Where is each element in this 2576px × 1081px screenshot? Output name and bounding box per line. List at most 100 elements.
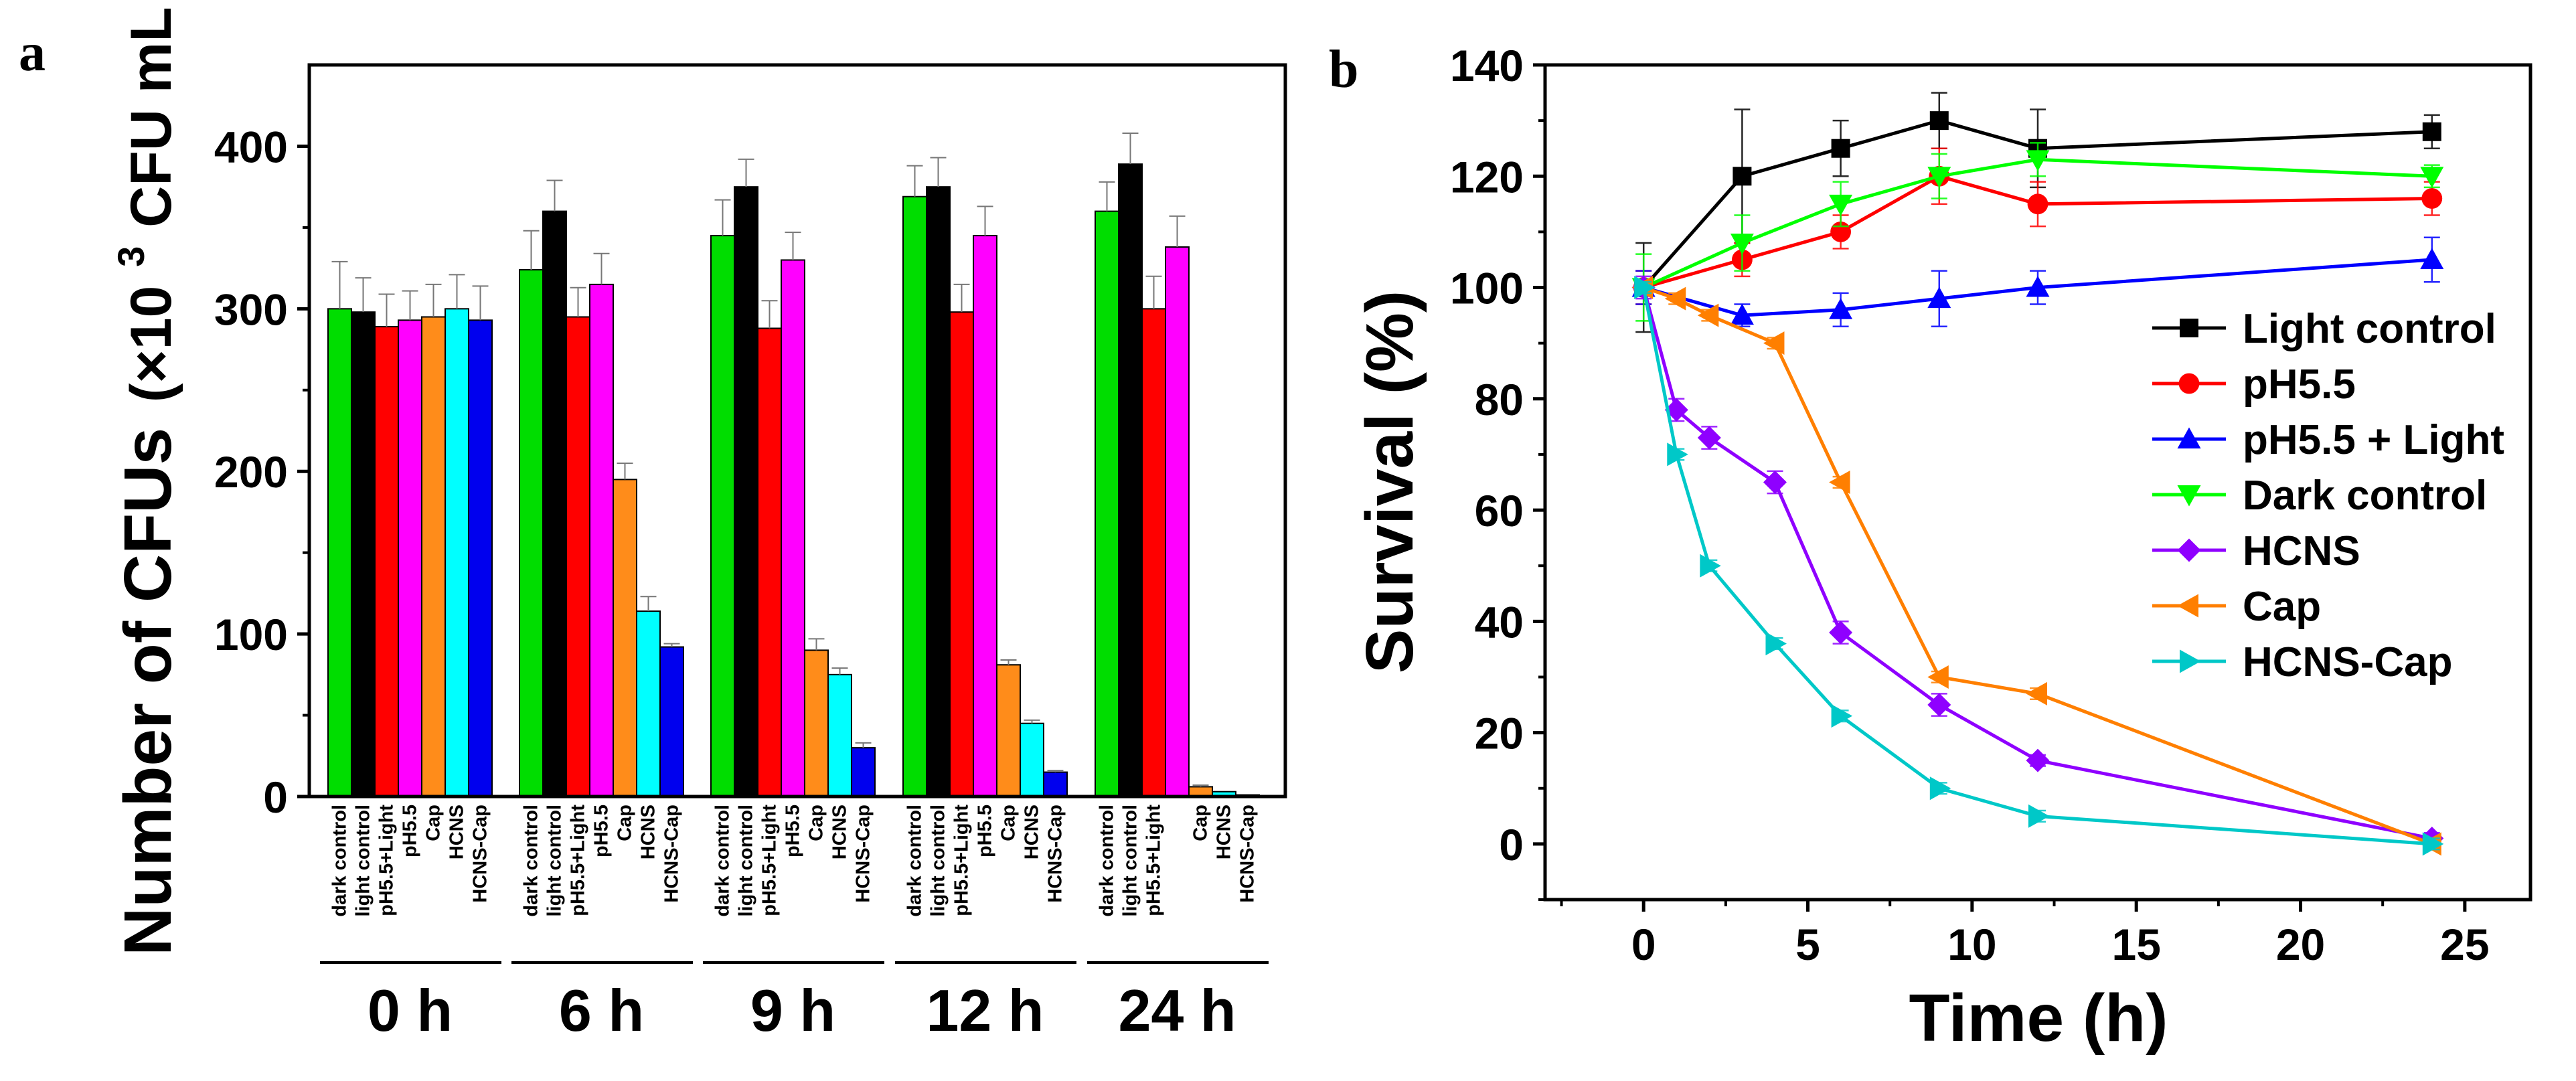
bar-2-1 xyxy=(734,186,758,797)
series-line xyxy=(1643,174,2432,289)
data-point xyxy=(2420,248,2444,269)
legend-item: pH5.5 xyxy=(2152,361,2356,408)
error-bar-1-4 xyxy=(617,463,633,480)
tick-label-0-4: Cap xyxy=(423,805,445,841)
data-point xyxy=(1634,276,1656,300)
bar-3-6 xyxy=(1043,771,1068,797)
data-point xyxy=(2027,193,2048,215)
legend-label: Dark control xyxy=(2243,473,2487,519)
bar-4-0 xyxy=(1095,210,1119,798)
tick-label-2-2: pH5.5+Light xyxy=(759,805,781,916)
error-bar-2-0 xyxy=(714,199,731,236)
y-tick-label-140: 140 xyxy=(1450,41,1524,90)
y-axis-title-main: Number of CFUs xyxy=(110,428,185,956)
legend-label: pH5.5 xyxy=(2243,361,2356,408)
bar-1-5 xyxy=(636,610,661,798)
legend-item: HCNS xyxy=(2152,528,2360,574)
error-bar-3-6 xyxy=(1047,770,1064,772)
bar-3-5 xyxy=(1020,722,1044,797)
error-bar-1-0 xyxy=(523,230,540,270)
bar-2-0 xyxy=(710,235,735,797)
data-point xyxy=(1829,620,1853,645)
legend-label: pH5.5 + Light xyxy=(2243,417,2504,463)
error-bar-4-3 xyxy=(1169,215,1186,248)
x-tick-labels: dark control light control pH5.5+Light pH5.… xyxy=(329,805,1259,917)
legend-marker xyxy=(2177,485,2201,507)
bar-4-3 xyxy=(1165,246,1190,797)
series-line xyxy=(1641,287,2432,846)
y-axis-title-b: Survival (%) xyxy=(1352,290,1427,673)
data-point xyxy=(1733,167,1752,186)
data-point xyxy=(1765,632,1787,656)
bar-3-1 xyxy=(926,186,951,797)
panel-a-label: a xyxy=(19,23,46,82)
bar-0-2 xyxy=(374,326,399,798)
error-bar-4-1 xyxy=(1122,133,1139,165)
bar-0-4 xyxy=(421,316,446,797)
data-point xyxy=(1831,139,1850,158)
data-point xyxy=(1730,303,1754,325)
data-point xyxy=(1927,665,1949,689)
y-tick-label-120: 120 xyxy=(1450,152,1524,201)
bar-2-3 xyxy=(781,259,805,797)
data-point xyxy=(2028,804,2050,828)
group-label-2: 9 h xyxy=(750,977,835,1044)
series-group xyxy=(1631,92,2444,856)
y-tick-label-80: 80 xyxy=(1475,375,1524,424)
y-axis-ticks: 0 100 200 300 400 xyxy=(214,122,309,822)
bar-2-5 xyxy=(827,673,852,797)
error-bar-1-3 xyxy=(593,252,610,284)
data-point xyxy=(1929,111,1949,131)
error-bar-0-4 xyxy=(425,283,442,317)
x-tick-label-15: 15 xyxy=(2111,920,2160,969)
bar-3-3 xyxy=(973,235,997,797)
error-bar-3-3 xyxy=(977,205,993,236)
group-label-3: 12 h xyxy=(926,977,1044,1044)
tick-label-2-0: dark control xyxy=(712,805,734,917)
legend-item: Dark control xyxy=(2152,473,2487,519)
bar-2-4 xyxy=(804,649,829,798)
error-bar-2-4 xyxy=(808,638,825,651)
error-bar-3-4 xyxy=(1000,659,1017,665)
data-point xyxy=(1667,442,1688,467)
bar-1-6 xyxy=(659,646,684,798)
data-point xyxy=(1700,554,1721,578)
bar-4-1 xyxy=(1118,163,1143,797)
error-bar-3-2 xyxy=(953,283,970,313)
error-bar-2-1 xyxy=(738,158,754,187)
error-bar-1-2 xyxy=(570,286,586,317)
bar-0-0 xyxy=(327,308,352,798)
tick-label-4-3: Cap xyxy=(1190,805,1212,841)
y-tick-label-60: 60 xyxy=(1475,486,1524,535)
data-point xyxy=(1927,167,1951,188)
data-point xyxy=(1664,286,1686,311)
data-point xyxy=(1763,331,1785,355)
x-axis-title-b: Time (h) xyxy=(1909,981,2168,1056)
data-point xyxy=(1730,234,1754,255)
series-hcns xyxy=(1631,275,2444,851)
data-point xyxy=(1697,303,1719,327)
bar-1-2 xyxy=(566,316,590,797)
y-tick-label-100: 100 xyxy=(214,610,288,659)
tick-label-1-5: HCNS xyxy=(638,805,659,859)
legend-marker xyxy=(2177,538,2201,562)
data-point xyxy=(2026,276,2050,297)
tick-label-1-1: light control xyxy=(544,805,566,917)
legend-label: Cap xyxy=(2243,584,2321,630)
x-tick-label-20: 20 xyxy=(2276,920,2325,969)
data-point xyxy=(1829,471,1850,494)
error-bar-1-1 xyxy=(546,179,563,212)
tick-label-3-3: pH5.5 xyxy=(975,805,996,857)
tick-label-2-6: HCNS-Cap xyxy=(853,805,874,903)
bar-series-group xyxy=(327,163,1260,798)
error-bar-0-0 xyxy=(331,260,348,309)
bar-1-4 xyxy=(613,479,637,797)
error-bar-2-5 xyxy=(831,667,848,675)
data-point xyxy=(2421,188,2443,209)
y-tick-label-0: 0 xyxy=(1499,820,1524,869)
legend-marker xyxy=(2180,649,2201,673)
plot-frame-b xyxy=(1543,63,2532,902)
bar-1-1 xyxy=(542,210,567,798)
bar-3-0 xyxy=(902,195,927,797)
